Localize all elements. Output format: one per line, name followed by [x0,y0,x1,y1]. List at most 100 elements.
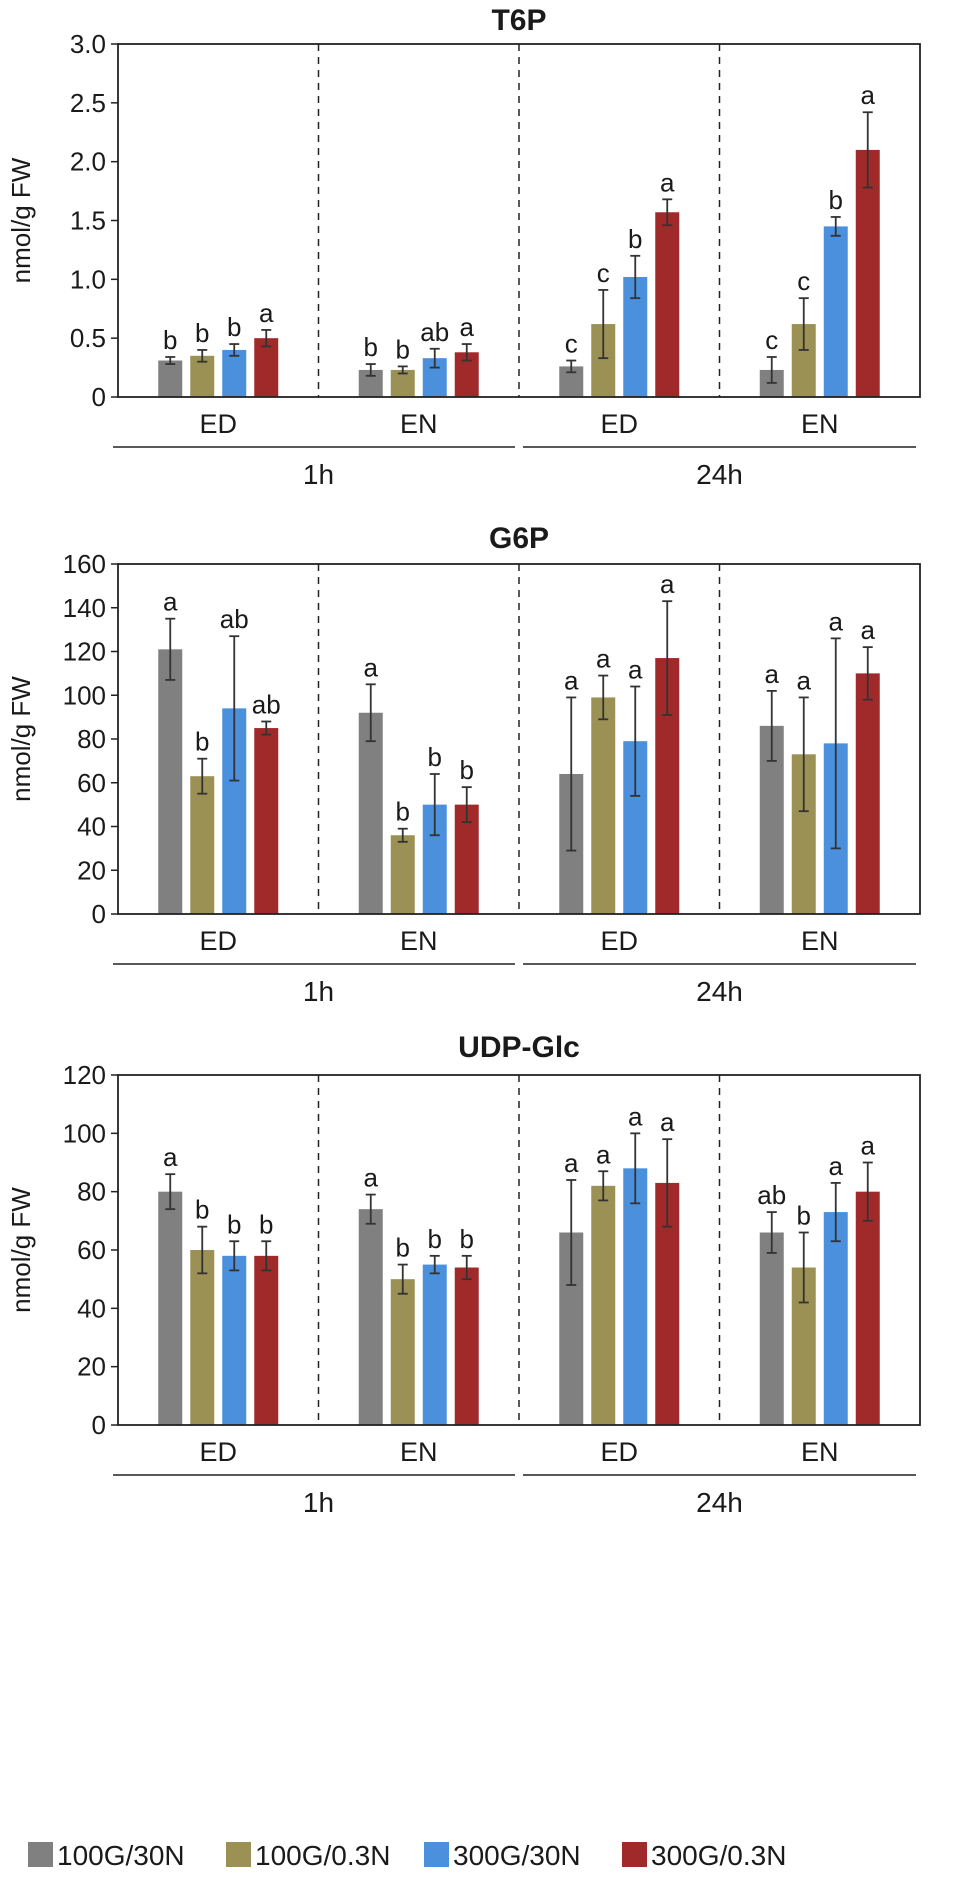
significance-letter: c [565,329,578,359]
y-tick-label: 60 [77,768,106,798]
y-tick-label: 0 [92,899,106,929]
significance-letter: b [396,334,410,364]
category-label: ED [199,926,237,956]
y-tick-label: 1.0 [70,264,106,294]
bar-300g-0-3n [855,673,880,914]
y-tick-label: 20 [77,1352,106,1382]
significance-letter: b [428,1224,442,1254]
y-tick-label: 2.5 [70,88,106,118]
y-tick-label: 2.0 [70,147,106,177]
bar-100g-0-3n [190,355,215,397]
significance-letter: b [628,224,642,254]
y-tick-label: 0 [92,1410,106,1440]
bar-300g-0-3n [254,728,279,914]
significance-letter: b [396,797,410,827]
significance-letter: ab [757,1180,786,1210]
bar-100g-30n [158,649,183,914]
y-tick-label: 80 [77,724,106,754]
category-label: ED [600,926,638,956]
bar-300g-30n [823,226,848,397]
time-group-label: 1h [303,976,334,1007]
significance-letter: ab [220,604,249,634]
significance-letter: a [861,1131,876,1161]
legend-item: 300G/0.3N [622,1840,786,1871]
y-axis-label: nmol/g FW [6,1187,36,1313]
bar-100g-0-3n [591,697,616,914]
bar-300g-30n [222,1255,247,1425]
significance-letter: b [829,185,843,215]
y-tick-label: 3.0 [70,29,106,59]
bar-300g-0-3n [254,1255,279,1425]
y-tick-label: 40 [77,812,106,842]
bar-300g-0-3n [254,338,279,397]
y-axis-label: nmol/g FW [6,157,36,283]
significance-letter: c [597,258,610,288]
y-tick-label: 40 [77,1293,106,1323]
bar-100g-0-3n [390,835,415,914]
legend-item: 300G/30N [424,1840,581,1871]
bar-100g-30n [759,1232,784,1425]
chart-title: T6P [491,4,546,37]
significance-letter: a [861,615,876,645]
category-label: EN [400,926,438,956]
bar-300g-0-3n [454,1267,479,1425]
significance-letter: a [564,665,579,695]
significance-letter: ab [420,317,449,347]
significance-letter: a [163,587,178,617]
significance-letter: b [195,727,209,757]
bar-100g-30n [158,1191,183,1425]
chart-title: UDP-Glc [458,1031,580,1064]
time-group-label: 1h [303,459,334,490]
category-label: ED [199,1437,237,1467]
significance-letter: b [460,1224,474,1254]
chart-title: G6P [489,522,549,555]
category-label: ED [199,409,237,439]
category-label: EN [801,926,839,956]
legend-label: 100G/30N [57,1840,185,1871]
significance-letter: c [765,325,778,355]
time-group-label: 24h [696,1487,743,1518]
bar-300g-30n [623,1168,648,1425]
bar-300g-30n [422,1264,447,1425]
significance-letter: b [396,1233,410,1263]
plot-frame [117,1074,921,1426]
significance-letter: ab [252,690,281,720]
significance-letter: a [596,1139,611,1169]
legend-swatch [424,1842,449,1867]
category-label: EN [400,409,438,439]
significance-letter: b [227,312,241,342]
significance-letter: b [195,1195,209,1225]
y-axis-label: nmol/g FW [6,676,36,802]
significance-letter: a [660,1107,675,1137]
y-tick-label: 120 [63,637,106,667]
y-tick-label: 140 [63,593,106,623]
significance-letter: a [259,298,274,328]
y-tick-label: 80 [77,1177,106,1207]
bar-100g-0-3n [190,1250,215,1425]
y-tick-label: 0.5 [70,323,106,353]
time-group-label: 24h [696,976,743,1007]
bar-100g-0-3n [390,369,415,397]
y-tick-label: 100 [63,680,106,710]
bar-300g-30n [222,349,247,397]
y-tick-label: 20 [77,855,106,885]
category-label: EN [400,1437,438,1467]
legend-label: 300G/0.3N [651,1840,786,1871]
bar-300g-30n [823,1212,848,1425]
legend-swatch [226,1842,251,1867]
significance-letter: a [628,1101,643,1131]
y-tick-label: 1.5 [70,206,106,236]
significance-letter: b [364,332,378,362]
significance-letter: a [564,1148,579,1178]
legend-swatch [28,1842,53,1867]
significance-letter: a [628,655,643,685]
significance-letter: a [861,80,876,110]
bar-300g-0-3n [855,1191,880,1425]
legend-swatch [622,1842,647,1867]
time-group-label: 1h [303,1487,334,1518]
legend-label: 300G/30N [453,1840,581,1871]
significance-letter: a [660,569,675,599]
